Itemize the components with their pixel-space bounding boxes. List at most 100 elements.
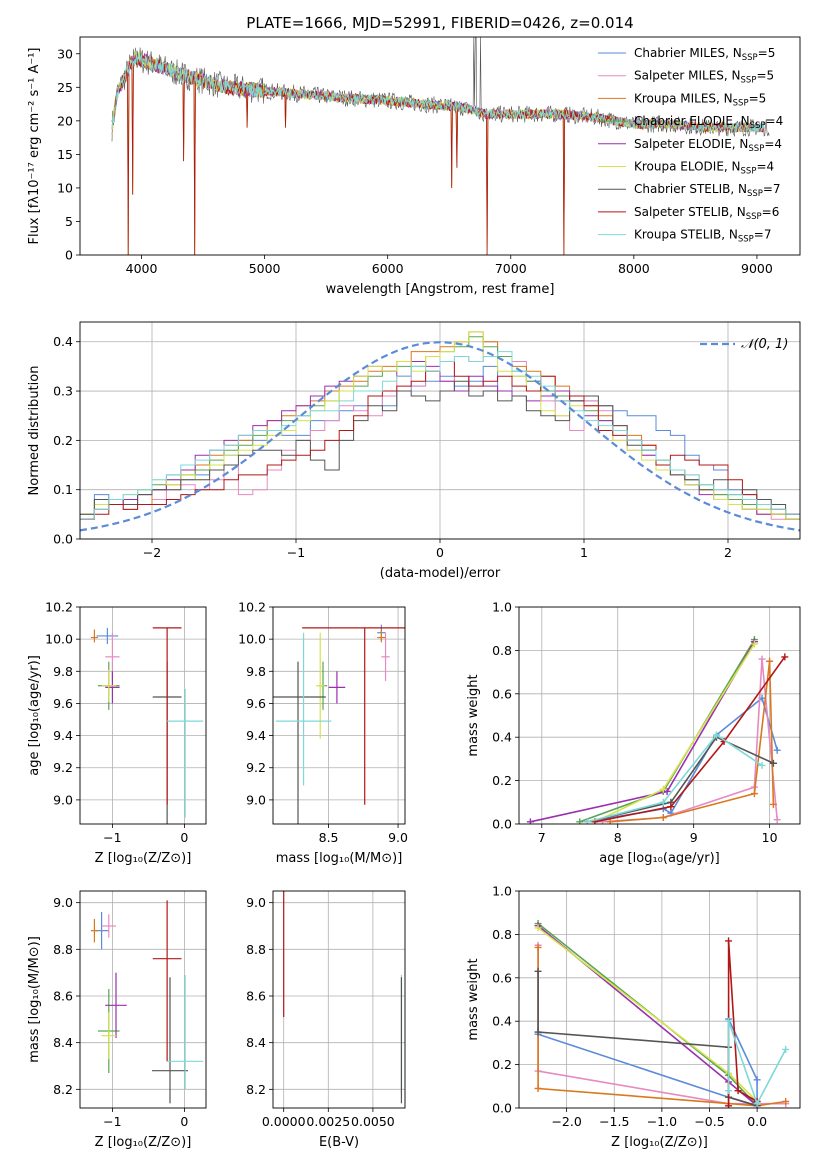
x-tick-label: 6000 — [372, 261, 404, 276]
y-axis-label: age [log₁₀(age/yr)] — [27, 655, 42, 776]
y-tick-label: 0.4 — [53, 334, 73, 349]
salpeter_elodie-errorbar — [105, 972, 127, 1038]
weight-marker — [734, 1087, 742, 1095]
salpeter_stelib-weight-line — [594, 656, 786, 823]
x-axis-label: (data-model)/error — [380, 566, 501, 581]
x-tick-label: −2.0 — [551, 1114, 581, 1129]
x-tick-label: 0 — [180, 830, 188, 845]
y-tick-label: 9.6 — [53, 696, 73, 711]
weight-marker — [583, 818, 591, 824]
weight-marker — [534, 943, 542, 951]
weight-marker — [750, 790, 758, 798]
y-tick-label: 0.2 — [53, 433, 73, 448]
y-tick-label: 1.0 — [492, 884, 512, 899]
y-tick-label: 9.4 — [53, 728, 73, 743]
salpeter_miles-errorbar — [381, 632, 390, 681]
x-tick-label: 0.0000 — [262, 1114, 306, 1129]
y-tick-label: 0.3 — [53, 384, 73, 399]
weight_vs_age-grid — [519, 607, 800, 824]
legend-entry: Chabrier ELODIE, NSSP=4 — [634, 114, 783, 131]
legend-entry: Kroupa STELIB, NSSP=7 — [634, 228, 772, 245]
y-tick-label: 9.0 — [53, 895, 73, 910]
kroupa_stelib-errorbar — [167, 688, 204, 818]
mass_vs_ebv-frame — [272, 890, 406, 1109]
x-tick-label: 9000 — [741, 261, 773, 276]
age_vs_mass-frame — [272, 606, 406, 825]
mass_vs_ebv-grid — [273, 891, 405, 1108]
y-tick-label: 0.2 — [492, 773, 512, 788]
kroupa_stelib-weight-line — [727, 1020, 787, 1106]
spectrum-frame — [79, 36, 801, 256]
x-axis-label: Z [log₁₀(Z/Z⊙)] — [95, 1135, 192, 1150]
x-axis-label: E(B-V) — [319, 1135, 359, 1150]
x-tick-label: −1.5 — [599, 1114, 629, 1129]
weight-marker — [773, 816, 781, 824]
figure-title: PLATE=1666, MJD=52991, FIBERID=0426, z=0… — [246, 14, 633, 32]
weight-marker — [753, 1100, 761, 1108]
y-tick-label: 8.4 — [53, 1035, 73, 1050]
x-tick-label: 7000 — [495, 261, 527, 276]
weight-marker — [758, 761, 766, 769]
weight-marker — [725, 1087, 733, 1095]
age_vs_mass-plot-area — [273, 607, 405, 824]
weight_vs_Z-panel: −2.0 −1.5 −1.0 −0.5 0.0 0.0 0.2 0.4 0.6 0.8 1.0 Z [… — [466, 884, 801, 1150]
x-tick-label: 0 — [180, 1114, 188, 1129]
weight-marker — [659, 813, 667, 821]
y-tick-label: 0.1 — [53, 482, 73, 497]
y-tick-label: 9.6 — [246, 696, 266, 711]
weight-marker — [534, 924, 542, 932]
y-tick-label: 8.8 — [246, 942, 266, 957]
weight-marker — [766, 657, 774, 665]
y-tick-label: 8.8 — [53, 942, 73, 957]
normal-curve — [80, 341, 800, 532]
x-axis-label: age [log₁₀(age/yr)] — [599, 851, 720, 866]
x-axis-label: Z [log₁₀(Z/Z⊙)] — [611, 1135, 708, 1150]
x-tick-label: 8.5 — [319, 830, 339, 845]
x-tick-label: −1 — [103, 830, 121, 845]
age_vs_Z-grid — [80, 607, 206, 824]
mass_vs_ebv-plot-area — [273, 891, 405, 1108]
spectrum-plot-area — [111, 37, 770, 255]
age_vs_Z-frame — [79, 606, 207, 825]
kroupa_stelib-errorbar — [167, 975, 204, 1090]
y-tick-label: 0.8 — [492, 643, 512, 658]
legend-entry: Salpeter MILES, NSSP=5 — [634, 69, 774, 86]
x-tick-label: 2 — [724, 545, 732, 560]
y-tick-label: 9.0 — [53, 792, 73, 807]
salpeter_miles-errorbar — [101, 914, 116, 938]
chabrier_stelib-weight-line — [587, 736, 774, 823]
legend-entry: Kroupa ELODIE, NSSP=4 — [634, 160, 774, 177]
age_vs_mass-panel: 8.5 9.0 9.0 9.2 9.4 9.6 9.8 10.0 10.2 mass [log₁₀… — [238, 600, 408, 867]
spectrum-legend: Chabrier MILES, NSSP=5 Salpeter MILES, NS… — [598, 46, 783, 245]
weight_vs_age-frame — [518, 606, 801, 825]
y-tick-label: 0.6 — [492, 686, 512, 701]
y-tick-label: 8.2 — [53, 1082, 73, 1097]
kroupa_miles-weight-line — [610, 661, 775, 823]
x-tick-label: 0.0 — [747, 1114, 767, 1129]
salpeter_miles-weight-line — [602, 659, 778, 823]
age_vs_Z-plot-area — [80, 607, 206, 824]
age_vs_mass-grid — [273, 607, 405, 824]
mass_vs_Z-plot-area — [80, 891, 206, 1108]
x-tick-label: 8000 — [618, 261, 650, 276]
y-tick-label: 25 — [57, 80, 73, 95]
kroupa_elodie-errorbar — [101, 669, 116, 702]
chabrier_stelib-weight-line — [537, 971, 758, 1107]
x-axis-label: wavelength [Angstrom, rest frame] — [326, 282, 555, 297]
chabrier_stelib-errorbar — [152, 977, 188, 1104]
legend-entry: Kroupa MILES, NSSP=5 — [634, 91, 766, 108]
salpeter_stelib-errorbar — [152, 627, 182, 805]
weight-marker — [782, 1097, 790, 1105]
mass_vs_ebv-panel: 0.0000 0.0025 0.0050 8.2 8.4 8.6 8.8 9.0 E(B-V) — [246, 890, 406, 1150]
legend-entry: Salpeter STELIB, NSSP=6 — [634, 205, 779, 222]
weight-marker — [769, 800, 777, 808]
kroupa_elodie-errorbar — [101, 1012, 116, 1059]
y-tick-label: 0.6 — [492, 970, 512, 985]
kroupa_miles-errorbar — [377, 629, 386, 643]
y-tick-label: 10.0 — [238, 632, 266, 647]
y-tick-label: 0.0 — [53, 532, 73, 547]
kroupa_stelib-weight-line — [587, 733, 763, 823]
y-tick-label: 9.4 — [246, 728, 266, 743]
weight-marker — [576, 818, 584, 824]
weight-marker — [781, 653, 789, 661]
